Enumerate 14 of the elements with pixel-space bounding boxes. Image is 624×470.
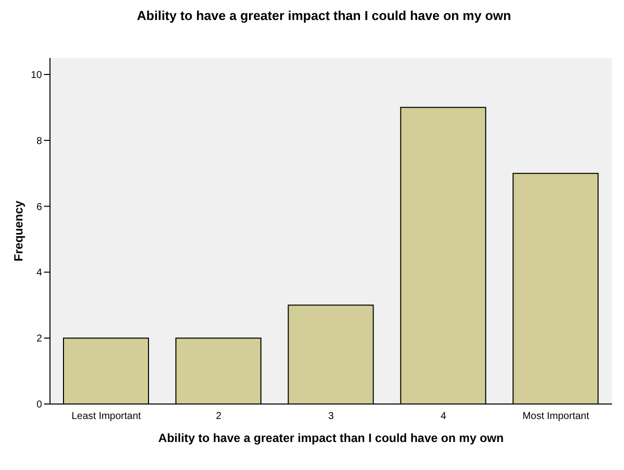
x-tick-label: 3 bbox=[328, 411, 334, 422]
y-tick-label: 2 bbox=[36, 334, 42, 345]
y-tick-label: 6 bbox=[36, 202, 42, 213]
x-axis-title: Ability to have a greater impact than I could have on my own bbox=[158, 431, 504, 445]
x-tick-label: Most Important bbox=[522, 411, 590, 422]
x-tick-label: Least Important bbox=[71, 411, 142, 422]
y-tick-label: 10 bbox=[30, 70, 42, 82]
x-tick-label: 4 bbox=[440, 411, 447, 422]
x-tick-label: 2 bbox=[216, 411, 222, 422]
y-tick-label: 0 bbox=[36, 400, 42, 411]
y-tick-label: 8 bbox=[36, 136, 42, 147]
y-tick-label: 4 bbox=[36, 268, 42, 279]
chart-title: Ability to have a greater impact than I could have on my own bbox=[136, 8, 512, 25]
y-axis-title: Frequency bbox=[11, 200, 26, 262]
